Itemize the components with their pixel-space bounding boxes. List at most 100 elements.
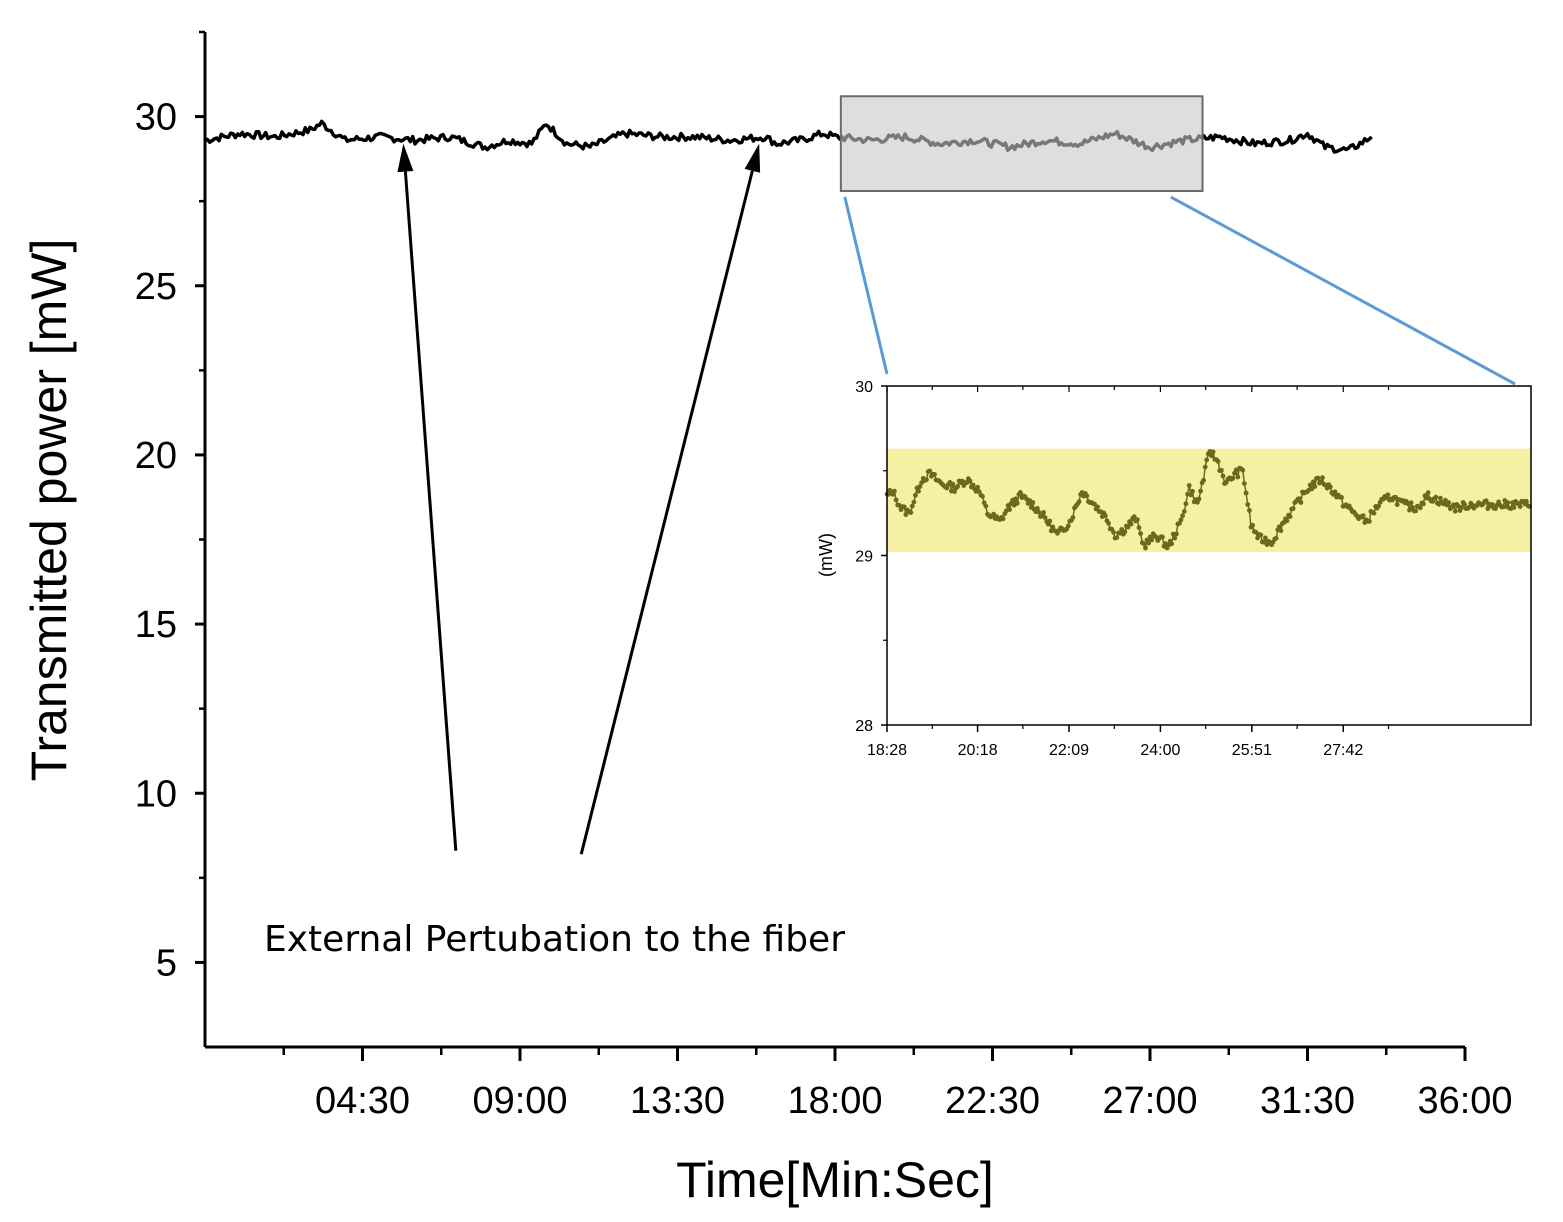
inset-data-point (903, 512, 909, 517)
inset-data-point (1183, 501, 1189, 507)
inset-data-point (1035, 506, 1040, 511)
inset-data-point (1276, 524, 1282, 530)
inset-data-point (1462, 502, 1467, 507)
inset-data-point (1235, 474, 1241, 480)
main-y-tick-label: 10 (135, 773, 177, 815)
inset-data-point (1135, 517, 1140, 523)
inset-data-point (1188, 492, 1194, 498)
inset-x-tick-label: 24:00 (1140, 742, 1180, 759)
inset-data-point (917, 484, 923, 489)
inset-x-tick-label: 25:51 (1232, 742, 1272, 759)
inset-data-point (1320, 475, 1325, 480)
inset-data-point (1332, 489, 1338, 495)
inset-data-point (1000, 516, 1006, 522)
main-x-tick-label: 31:30 (1260, 1080, 1355, 1122)
inset-data-point (1128, 521, 1134, 527)
inset-data-point (1367, 519, 1372, 524)
zoom-highlight-box (839, 95, 1204, 193)
main-x-tick-label: 13:30 (630, 1080, 725, 1122)
inset-x-tick-label: 18:28 (867, 742, 907, 759)
main-x-tick-label: 22:30 (945, 1080, 1040, 1122)
inset-data-point (1180, 513, 1185, 519)
inset-data-point (1169, 541, 1175, 547)
inset-data-point (1215, 459, 1221, 464)
inset-data-point (1202, 464, 1208, 470)
inset-data-point (1030, 500, 1036, 505)
inset-data-point (1141, 541, 1147, 547)
inset-data-point (1360, 513, 1366, 518)
inset-data-point (1376, 503, 1381, 509)
inset-data-point (1278, 528, 1284, 534)
inset-data-point (1092, 501, 1097, 507)
inset-data-point (1318, 479, 1324, 484)
inset-y-tick-label: 29 (855, 549, 873, 566)
inset-data-point (1149, 537, 1155, 543)
inset-data-point (1312, 484, 1318, 489)
inset-data-point (927, 468, 933, 474)
inset-chart: 28 29 30 18:28 20:18 22:09 24:00 25:51 27:42 (m… (816, 379, 1532, 759)
inset-data-point (1371, 510, 1377, 516)
inset-data-point (1438, 495, 1443, 501)
inset-data-point (1315, 475, 1321, 481)
inset-data-point (1125, 524, 1131, 530)
inset-data-point (1385, 492, 1391, 498)
inset-data-point (1517, 504, 1523, 509)
inset-data-point (1146, 540, 1151, 546)
inset-data-point (1013, 496, 1019, 502)
inset-data-point (892, 488, 897, 494)
inset-data-point (1070, 515, 1076, 520)
inset-data-point (1076, 499, 1082, 505)
inset-y-tick-label: 28 (855, 718, 873, 735)
annotation-arrow-head (744, 143, 761, 173)
main-y-tick-label: 20 (135, 435, 177, 477)
inset-data-point (1298, 500, 1304, 505)
inset-data-point (1511, 505, 1517, 510)
main-y-tick-label: 30 (135, 97, 177, 139)
zoom-connector-left (843, 196, 889, 375)
annotation-arrow-shaft (579, 170, 754, 855)
inset-data-point (1050, 524, 1056, 530)
inset-data-point (1204, 457, 1210, 463)
inset-data-point (901, 504, 907, 510)
inset-data-point (916, 488, 921, 494)
inset-data-point (1172, 535, 1178, 541)
inset-data-point (1258, 532, 1264, 538)
inset-data-point (1106, 520, 1111, 526)
inset-data-point (1190, 488, 1195, 494)
inset-data-point (1394, 502, 1400, 507)
inset-data-point (1122, 529, 1128, 535)
main-y-tick-label: 5 (156, 942, 177, 984)
inset-data-point (1136, 525, 1142, 530)
inset-y-axis-title: (mW) (816, 533, 836, 577)
main-y-tick-label: 15 (135, 604, 177, 646)
inset-data-point (1210, 449, 1216, 455)
main-x-tick-label: 36:00 (1417, 1080, 1512, 1122)
inset-series-points (884, 449, 1532, 551)
inset-data-point (1297, 496, 1302, 502)
main-y-ticks: 5 10 15 20 25 30 (135, 30, 205, 984)
inset-data-point (952, 489, 957, 494)
inset-data-point (1174, 531, 1179, 537)
inset-data-point (1018, 490, 1023, 495)
inset-data-point (1181, 509, 1187, 514)
inset-data-point (955, 484, 960, 489)
annotation-arrow-shaft (403, 171, 458, 851)
inset-data-point (1138, 531, 1143, 536)
inset-data-point (1284, 518, 1290, 524)
inset-data-point (1425, 490, 1431, 496)
inset-data-point (1505, 500, 1511, 505)
inset-data-point (1178, 517, 1184, 523)
inset-data-point (911, 499, 917, 505)
inset-data-point (1201, 477, 1206, 483)
inset-data-point (980, 494, 985, 499)
inset-data-point (1198, 488, 1203, 494)
annotation-arrow-head (397, 143, 414, 173)
main-x-tick-label: 18:00 (787, 1080, 882, 1122)
inset-data-point (1095, 504, 1100, 510)
inset-data-point (1273, 535, 1279, 541)
inset-data-point (1240, 467, 1246, 473)
inset-data-point (1307, 482, 1313, 488)
main-y-axis-title: Transmitted power [mW] (21, 239, 77, 782)
inset-data-point (1007, 507, 1012, 512)
